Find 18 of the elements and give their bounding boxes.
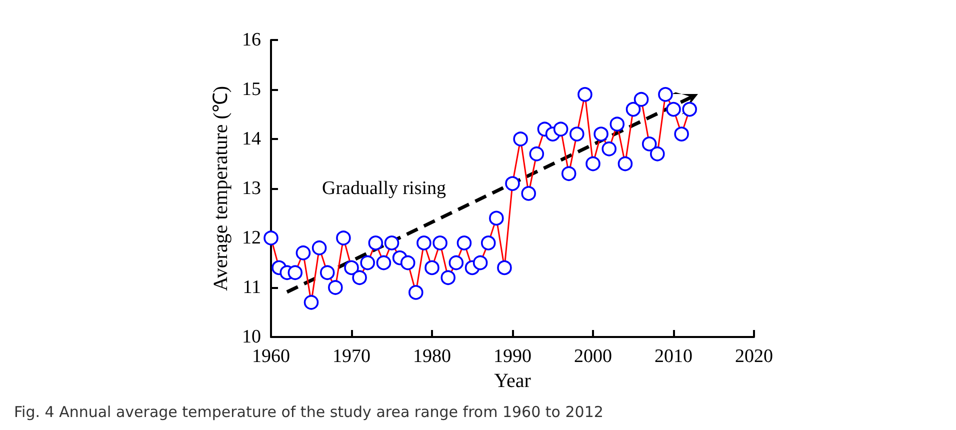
x-tick-label: 2000 bbox=[574, 346, 612, 367]
y-tick-label: 12 bbox=[242, 228, 261, 248]
x-tick-label: 1960 bbox=[252, 346, 290, 367]
y-tick-label: 10 bbox=[242, 326, 261, 348]
caption: Fig. 4 Annual average temperature of the study area range from 1960 to 2012 bbox=[14, 403, 604, 421]
y-tick-label: 11 bbox=[242, 277, 261, 298]
y-tick-label: 13 bbox=[242, 178, 261, 199]
y-tick-label: 14 bbox=[242, 128, 262, 150]
annotation: Gradually rising bbox=[322, 178, 446, 199]
y-axis-title: Average temperature (℃) bbox=[210, 86, 232, 292]
x-tick-label: 1980 bbox=[413, 346, 451, 367]
x-tick-label: 2010 bbox=[654, 346, 692, 367]
x-tick-label: 2020 bbox=[735, 346, 773, 367]
y-tick-label: 15 bbox=[242, 79, 261, 100]
x-tick-label: 1990 bbox=[494, 346, 532, 367]
x-tick-label: 1970 bbox=[332, 346, 370, 367]
y-tick-label: 16 bbox=[242, 30, 261, 50]
x-axis-title: Year bbox=[494, 370, 532, 392]
